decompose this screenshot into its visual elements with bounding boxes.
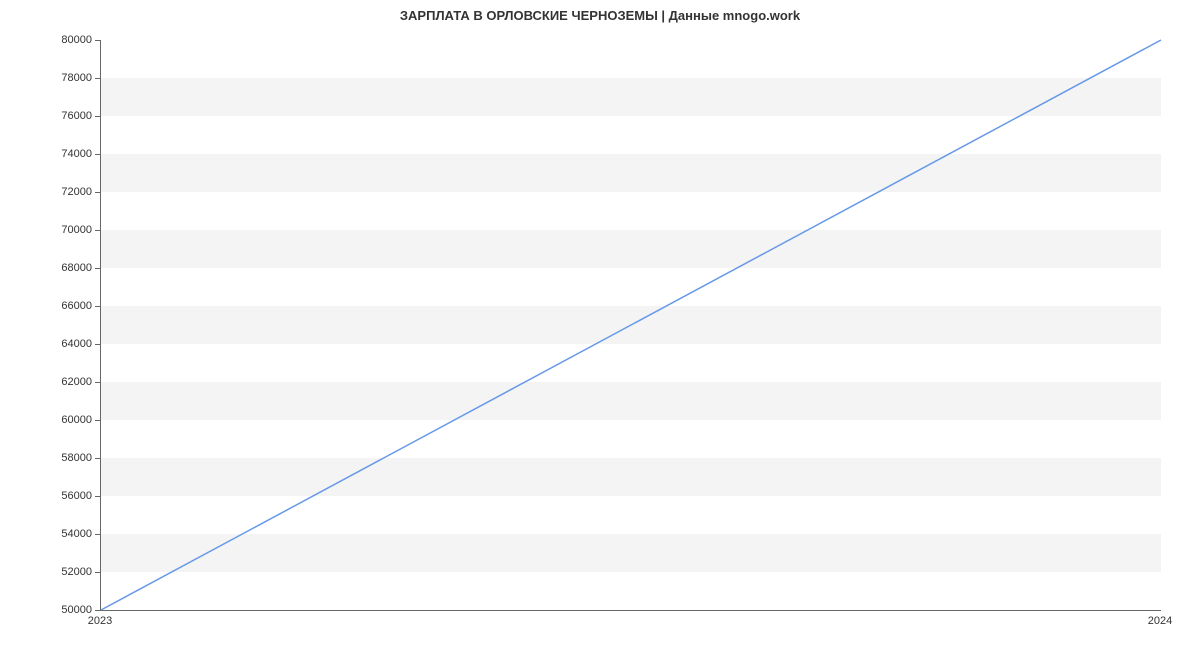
- y-tick-mark: [95, 116, 100, 117]
- y-tick-mark: [95, 382, 100, 383]
- y-tick-label: 62000: [42, 376, 92, 388]
- y-tick-mark: [95, 230, 100, 231]
- y-tick-label: 64000: [42, 338, 92, 350]
- y-tick-mark: [95, 78, 100, 79]
- y-tick-mark: [95, 306, 100, 307]
- y-tick-label: 74000: [42, 148, 92, 160]
- y-tick-label: 52000: [42, 566, 92, 578]
- x-tick-label: 2023: [88, 615, 112, 627]
- y-tick-label: 76000: [42, 110, 92, 122]
- x-tick-label: 2024: [1148, 615, 1172, 627]
- chart-title: ЗАРПЛАТА В ОРЛОВСКИЕ ЧЕРНОЗЕМЫ | Данные …: [0, 0, 1200, 23]
- line-series-layer: [101, 40, 1161, 610]
- y-tick-label: 56000: [42, 490, 92, 502]
- y-tick-label: 60000: [42, 414, 92, 426]
- y-tick-mark: [95, 572, 100, 573]
- y-tick-label: 54000: [42, 528, 92, 540]
- y-tick-label: 72000: [42, 186, 92, 198]
- plot-area: [100, 40, 1161, 611]
- y-tick-mark: [95, 192, 100, 193]
- y-tick-label: 68000: [42, 262, 92, 274]
- y-tick-label: 66000: [42, 300, 92, 312]
- y-tick-label: 50000: [42, 604, 92, 616]
- y-tick-mark: [95, 610, 100, 611]
- series-line: [101, 40, 1161, 610]
- y-tick-mark: [95, 40, 100, 41]
- y-tick-mark: [95, 344, 100, 345]
- y-tick-mark: [95, 268, 100, 269]
- salary-line-chart: ЗАРПЛАТА В ОРЛОВСКИЕ ЧЕРНОЗЕМЫ | Данные …: [0, 0, 1200, 650]
- y-tick-mark: [95, 496, 100, 497]
- y-tick-mark: [95, 420, 100, 421]
- y-tick-label: 58000: [42, 452, 92, 464]
- y-tick-mark: [95, 534, 100, 535]
- y-tick-label: 70000: [42, 224, 92, 236]
- y-tick-label: 80000: [42, 34, 92, 46]
- y-tick-mark: [95, 458, 100, 459]
- y-tick-mark: [95, 154, 100, 155]
- y-tick-label: 78000: [42, 72, 92, 84]
